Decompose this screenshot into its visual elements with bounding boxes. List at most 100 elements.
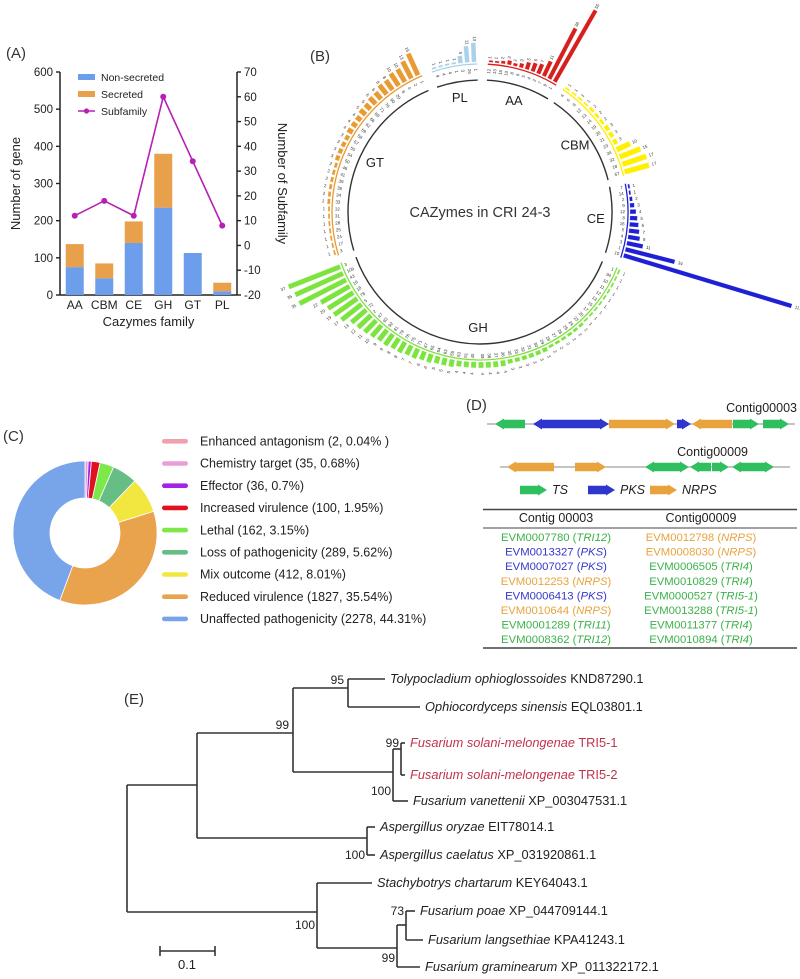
bar-value-label: 4 [454,370,459,374]
table-header: Contig00009 [666,511,737,525]
radial-bar [494,60,500,64]
radial-bar [588,311,594,318]
bar-value-label: 1 [607,298,612,304]
y-left-tick: 500 [34,104,53,116]
bootstrap-value: 100 [371,784,391,798]
subfamily-id-label: 10 [503,70,509,76]
radial-bar [626,240,644,249]
radial-bar [492,360,499,368]
legend-swatch [162,483,188,488]
bar-value-label: 6 [641,223,644,228]
gene-legend-label: TS [552,483,569,497]
legend-swatch [162,572,188,577]
subfamily-id-label: 8 [401,89,407,94]
radial-bar [629,209,637,215]
subfamily-id-label: 24 [606,150,613,157]
radial-bar [629,202,635,208]
subfamily-id-label: 32 [335,206,341,211]
x-tick-label: AA [67,298,83,312]
radial-bar [602,294,608,301]
subfamily-point [101,197,108,204]
radial-bar [577,321,585,329]
bar-value-label: 4 [343,125,348,131]
bar-non-secreted [154,207,173,295]
bar-value-label: 1 [598,310,604,316]
subfamily-point [219,222,226,229]
bar-value-label: 1 [323,206,326,211]
radial-bar [354,114,363,123]
subfamily-id-label: 3 [619,239,623,245]
bar-value-label: 1 [611,291,616,297]
bar-value-label: 1 [323,221,326,226]
panel-b-title: CAZymes in CRI 24-3 [409,205,550,221]
subfamily-id-label: 92 [387,321,394,328]
subfamily-id-label: 90 [389,97,396,104]
subfamily-id-label: 18 [612,164,619,170]
gene-arrow-ts [520,484,547,496]
bar-value-label: 8 [382,75,388,80]
tree-tip-label: Ophiocordyceps sinensis EQL03801.1 [425,699,643,714]
legend-swatch [162,505,188,511]
gene-arrow-nrps [692,418,732,430]
bar-value-label: 17 [648,151,655,157]
panel-label-d: (D) [466,397,487,414]
bar-value-label: 1 [622,271,627,277]
bar-value-label: 10 [364,337,371,344]
gene-arrow-ts [645,461,672,473]
subfamily-id-label: 4 [447,71,453,75]
radial-bar [623,162,651,175]
bar-value-label: 4 [488,372,493,375]
subfamily-id-label: 17 [338,241,344,247]
subfamily-id-label: 5 [621,227,625,232]
radial-bar [593,112,601,119]
table-cell: EVM0012798 (NRPS) [646,532,757,544]
donut-slice [59,510,158,606]
radial-bar [524,61,532,71]
legend-swatch [162,527,188,533]
radial-bar [470,361,477,369]
subfamily-point [160,93,167,100]
bar-value-label: 2 [598,109,603,115]
subfamily-id-label: 3 [460,69,465,73]
legend-swatch [162,439,188,444]
bar-value-label: 1 [445,59,451,63]
subfamily-id-label: 4 [441,72,447,76]
radial-bar [582,101,589,108]
subfamily-id-label: 79 [398,329,405,336]
subfamily-id-label: 31 [526,344,533,351]
family-label: AA [505,93,523,108]
radial-bar [418,350,428,361]
bar-value-label: 1 [615,285,620,291]
gene-arrow-ts [712,461,729,473]
subfamily-id-label: 1 [473,68,478,71]
radial-bar [629,221,639,228]
subfamily-id-label: 76 [404,332,411,339]
subfamily-id-label: 54 [347,152,354,159]
bar-non-secreted [95,278,114,295]
bootstrap-value: 100 [345,848,365,862]
gene-arrow-ts [672,461,689,473]
radial-bar [389,336,402,350]
bar-value-label: 2 [592,103,598,109]
radial-bar [329,235,333,242]
subfamily-id-label: 18 [355,285,362,292]
bootstrap-value: 100 [295,918,315,932]
bar-value-label: 7 [401,357,407,362]
bar-value-label: 38 [573,21,580,28]
radial-bar [332,249,337,256]
bar-value-label: 16 [404,46,411,53]
bar-value-label: 6 [415,362,421,367]
radial-bar [518,62,525,69]
radial-bar [547,343,555,349]
subfamily-id-label: 9 [542,83,548,88]
radial-bar [618,145,642,160]
panel-c-chart: Enhanced antagonism (2, 0.04% ) Chemistry… [12,435,426,626]
bar-value-label: 3 [340,132,345,138]
bar-non-secreted [124,242,143,295]
radial-bar [478,361,484,369]
subfamily-id-label: 6 [566,97,572,102]
contig2-label: Contig00009 [677,445,748,459]
radial-bar [425,352,434,364]
subfamily-id-label: 45 [470,353,475,359]
panel-a-legend: Non-secreted Secreted Subfamily [78,72,164,118]
